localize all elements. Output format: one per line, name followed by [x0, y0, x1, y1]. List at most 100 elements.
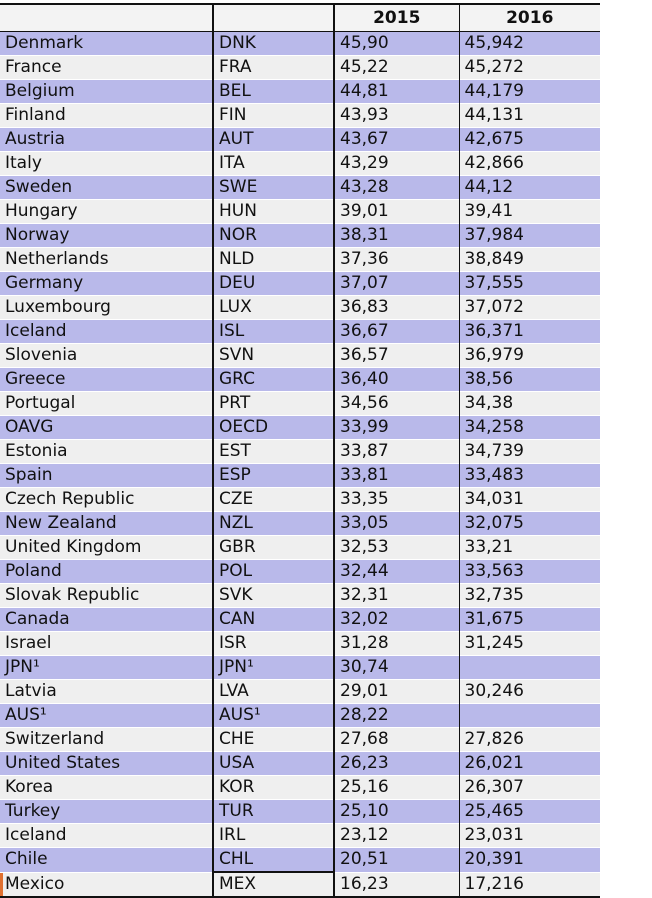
- code-cell[interactable]: FRA: [212, 55, 334, 80]
- country-cell[interactable]: Spain: [0, 463, 213, 488]
- code-cell[interactable]: EST: [212, 439, 334, 464]
- value-2015-cell[interactable]: 39,01: [333, 199, 459, 224]
- value-2016-cell[interactable]: 34,258: [458, 415, 600, 440]
- code-cell[interactable]: POL: [212, 559, 334, 584]
- country-cell[interactable]: Czech Republic: [0, 487, 213, 512]
- country-cell[interactable]: New Zealand: [0, 511, 213, 536]
- country-cell[interactable]: Hungary: [0, 199, 213, 224]
- value-2016-cell[interactable]: 34,739: [458, 439, 600, 464]
- value-2016-cell[interactable]: 26,307: [458, 775, 600, 800]
- value-2016-cell[interactable]: 33,483: [458, 463, 600, 488]
- country-cell[interactable]: Turkey: [0, 799, 213, 824]
- value-2016-cell[interactable]: 27,826: [458, 727, 600, 752]
- value-2016-cell[interactable]: 34,031: [458, 487, 600, 512]
- country-cell[interactable]: Portugal: [0, 391, 213, 416]
- code-cell[interactable]: KOR: [212, 775, 334, 800]
- value-2016-cell[interactable]: 25,465: [458, 799, 600, 824]
- country-cell[interactable]: Chile: [0, 847, 213, 872]
- value-2015-cell[interactable]: 26,23: [333, 751, 459, 776]
- country-cell[interactable]: Slovenia: [0, 343, 213, 368]
- code-cell[interactable]: JPN¹: [212, 655, 334, 680]
- country-cell[interactable]: Netherlands: [0, 247, 213, 272]
- value-2015-cell[interactable]: 29,01: [333, 679, 459, 704]
- header-cell-country[interactable]: [0, 3, 213, 32]
- country-cell[interactable]: Iceland: [0, 823, 213, 848]
- country-cell[interactable]: Finland: [0, 103, 213, 128]
- value-2015-cell[interactable]: 34,56: [333, 391, 459, 416]
- value-2016-cell[interactable]: 31,245: [458, 631, 600, 656]
- value-2016-cell[interactable]: 45,942: [458, 31, 600, 56]
- country-cell[interactable]: Greece: [0, 367, 213, 392]
- code-cell[interactable]: DEU: [212, 271, 334, 296]
- value-2015-cell[interactable]: 32,31: [333, 583, 459, 608]
- value-2016-cell[interactable]: 26,021: [458, 751, 600, 776]
- country-cell[interactable]: OAVG: [0, 415, 213, 440]
- country-cell[interactable]: Denmark: [0, 31, 213, 56]
- header-cell-2015[interactable]: 2015: [333, 3, 459, 32]
- value-2015-cell[interactable]: 36,40: [333, 367, 459, 392]
- country-cell[interactable]: Latvia: [0, 679, 213, 704]
- value-2015-cell[interactable]: 32,53: [333, 535, 459, 560]
- code-cell[interactable]: NOR: [212, 223, 334, 248]
- country-cell[interactable]: Estonia: [0, 439, 213, 464]
- value-2016-cell[interactable]: 39,41: [458, 199, 600, 224]
- value-2015-cell[interactable]: 28,22: [333, 703, 459, 728]
- value-2016-cell[interactable]: 44,131: [458, 103, 600, 128]
- value-2016-cell[interactable]: 38,849: [458, 247, 600, 272]
- country-cell[interactable]: Poland: [0, 559, 213, 584]
- code-cell[interactable]: NZL: [212, 511, 334, 536]
- country-cell[interactable]: JPN¹: [0, 655, 213, 680]
- value-2015-cell[interactable]: 36,83: [333, 295, 459, 320]
- code-cell[interactable]: CAN: [212, 607, 334, 632]
- value-2015-cell[interactable]: 25,10: [333, 799, 459, 824]
- code-cell[interactable]: CHE: [212, 727, 334, 752]
- code-cell[interactable]: ESP: [212, 463, 334, 488]
- value-2015-cell[interactable]: 38,31: [333, 223, 459, 248]
- country-cell[interactable]: Luxembourg: [0, 295, 213, 320]
- value-2015-cell[interactable]: 32,44: [333, 559, 459, 584]
- code-cell[interactable]: BEL: [212, 79, 334, 104]
- code-cell[interactable]: LUX: [212, 295, 334, 320]
- value-2016-cell[interactable]: 36,371: [458, 319, 600, 344]
- code-cell[interactable]: NLD: [212, 247, 334, 272]
- value-2015-cell[interactable]: 43,67: [333, 127, 459, 152]
- code-cell[interactable]: MEX: [212, 871, 335, 898]
- value-2016-cell[interactable]: 36,979: [458, 343, 600, 368]
- country-cell[interactable]: Slovak Republic: [0, 583, 213, 608]
- value-2016-cell[interactable]: 42,675: [458, 127, 600, 152]
- country-cell[interactable]: Norway: [0, 223, 213, 248]
- value-2016-cell[interactable]: [458, 655, 600, 680]
- value-2015-cell[interactable]: 25,16: [333, 775, 459, 800]
- code-cell[interactable]: PRT: [212, 391, 334, 416]
- code-cell[interactable]: ITA: [212, 151, 334, 176]
- code-cell[interactable]: AUT: [212, 127, 334, 152]
- value-2015-cell[interactable]: 36,67: [333, 319, 459, 344]
- value-2015-cell[interactable]: 45,90: [333, 31, 459, 56]
- value-2016-cell[interactable]: 44,12: [458, 175, 600, 200]
- value-2015-cell[interactable]: 33,05: [333, 511, 459, 536]
- code-cell[interactable]: USA: [212, 751, 334, 776]
- value-2016-cell[interactable]: 20,391: [458, 847, 600, 872]
- value-2015-cell[interactable]: 37,07: [333, 271, 459, 296]
- country-cell[interactable]: United Kingdom: [0, 535, 213, 560]
- country-cell[interactable]: Austria: [0, 127, 213, 152]
- country-cell[interactable]: Switzerland: [0, 727, 213, 752]
- code-cell[interactable]: AUS¹: [212, 703, 334, 728]
- value-2016-cell[interactable]: 30,246: [458, 679, 600, 704]
- code-cell[interactable]: GRC: [212, 367, 334, 392]
- value-2016-cell[interactable]: 42,866: [458, 151, 600, 176]
- country-cell[interactable]: Korea: [0, 775, 213, 800]
- code-cell[interactable]: OECD: [212, 415, 334, 440]
- value-2016-cell[interactable]: 33,21: [458, 535, 600, 560]
- header-cell-2016[interactable]: 2016: [458, 3, 600, 32]
- country-cell[interactable]: Israel: [0, 631, 213, 656]
- value-2015-cell[interactable]: 33,99: [333, 415, 459, 440]
- value-2015-cell[interactable]: 20,51: [333, 847, 459, 872]
- country-cell[interactable]: Sweden: [0, 175, 213, 200]
- value-2015-cell[interactable]: 37,36: [333, 247, 459, 272]
- code-cell[interactable]: ISR: [212, 631, 334, 656]
- value-2016-cell[interactable]: [458, 703, 600, 728]
- value-2015-cell[interactable]: 31,28: [333, 631, 459, 656]
- code-cell[interactable]: SVK: [212, 583, 334, 608]
- country-cell[interactable]: France: [0, 55, 213, 80]
